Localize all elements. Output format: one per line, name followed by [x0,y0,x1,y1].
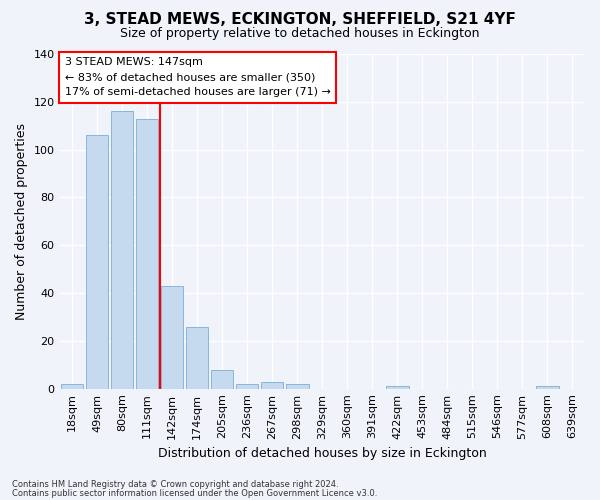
Y-axis label: Number of detached properties: Number of detached properties [15,123,28,320]
Bar [161,286,184,388]
Text: Contains public sector information licensed under the Open Government Licence v3: Contains public sector information licen… [12,488,377,498]
Bar [286,384,308,388]
Bar [386,386,409,388]
Bar [186,326,208,388]
Bar [261,382,283,388]
Bar [211,370,233,388]
Text: 3, STEAD MEWS, ECKINGTON, SHEFFIELD, S21 4YF: 3, STEAD MEWS, ECKINGTON, SHEFFIELD, S21… [84,12,516,28]
Bar [136,118,158,388]
Bar [236,384,259,388]
Text: Contains HM Land Registry data © Crown copyright and database right 2024.: Contains HM Land Registry data © Crown c… [12,480,338,489]
Bar [86,136,109,388]
X-axis label: Distribution of detached houses by size in Eckington: Distribution of detached houses by size … [158,447,487,460]
Text: 3 STEAD MEWS: 147sqm
← 83% of detached houses are smaller (350)
17% of semi-deta: 3 STEAD MEWS: 147sqm ← 83% of detached h… [65,58,331,97]
Text: Size of property relative to detached houses in Eckington: Size of property relative to detached ho… [120,28,480,40]
Bar [536,386,559,388]
Bar [111,112,133,388]
Bar [61,384,83,388]
